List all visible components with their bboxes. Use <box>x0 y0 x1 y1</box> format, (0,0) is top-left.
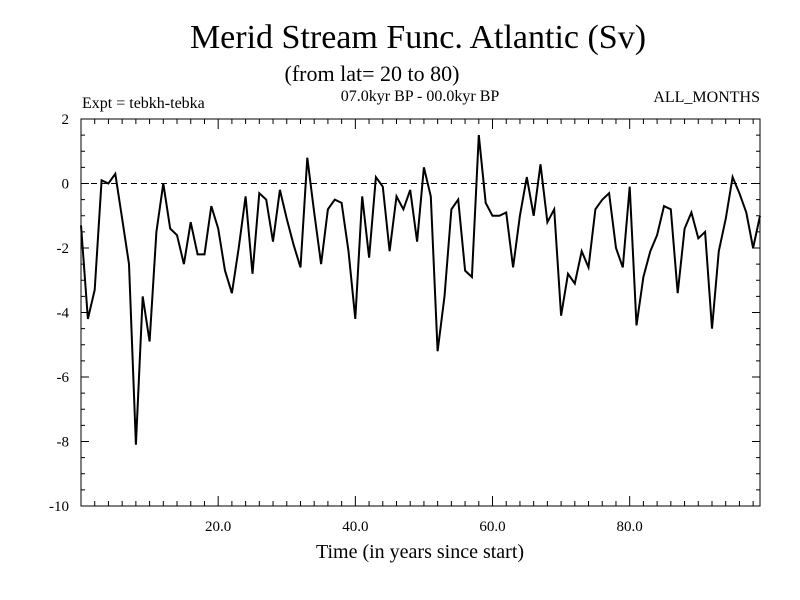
x-tick-label: 60.0 <box>479 519 505 535</box>
y-tick-label: -10 <box>49 499 69 515</box>
y-tick-label: 0 <box>62 177 70 193</box>
y-tick-label: -6 <box>57 370 70 386</box>
x-tick-label: 80.0 <box>617 519 643 535</box>
y-tick-label: 2 <box>62 112 70 128</box>
y-tick-label: -4 <box>57 306 70 322</box>
plot-area: 20.0 40.0 60.0 80.0 2 0 -2 -4 -6 -8 -10 <box>49 112 761 535</box>
series-line <box>80 134 761 445</box>
x-tick-label: 40.0 <box>342 519 368 535</box>
months-label: ALL_MONTHS <box>653 89 760 106</box>
x-tick-label: 20.0 <box>205 519 231 535</box>
x-axis-label: Time (in years since start) <box>316 541 524 563</box>
period-label: 07.0kyr BP - 00.0kyr BP <box>341 88 500 105</box>
chart-subtitle: (from lat= 20 to 80) <box>285 61 460 86</box>
plot-frame <box>80 118 761 507</box>
y-tick-label: -8 <box>57 435 70 451</box>
experiment-label: Expt = tebkh-tebka <box>82 95 205 112</box>
chart-title: Merid Stream Func. Atlantic (Sv) <box>190 19 646 56</box>
y-tick-label: -2 <box>57 241 70 257</box>
